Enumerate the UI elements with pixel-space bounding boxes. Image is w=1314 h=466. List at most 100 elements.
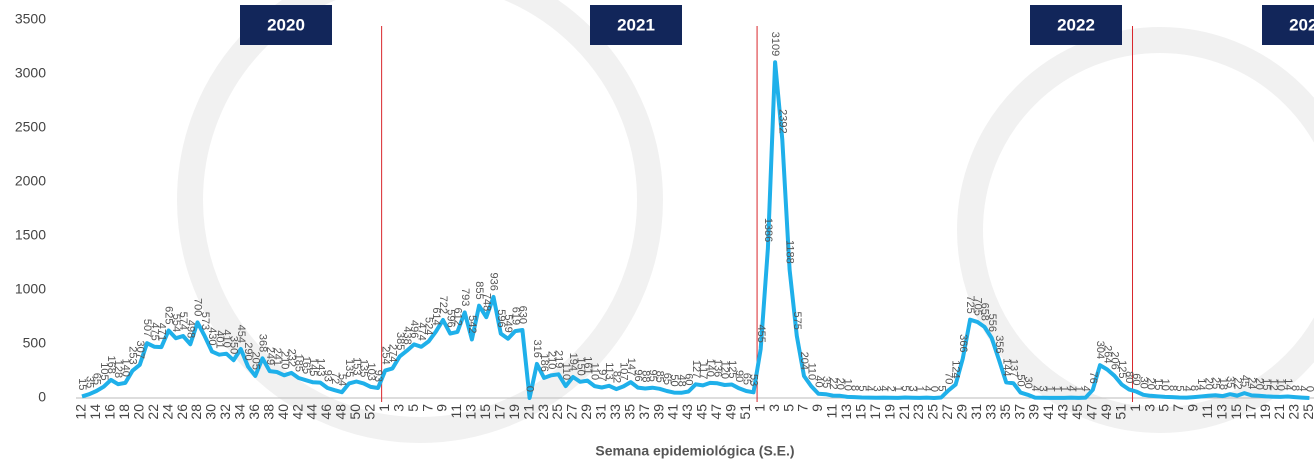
- x-tick-label: 5: [405, 404, 421, 412]
- data-label: 316: [531, 340, 543, 358]
- data-label: 3109: [769, 32, 781, 56]
- data-label: 105: [98, 362, 110, 380]
- x-tick-label: 31: [593, 404, 609, 420]
- data-label: 0: [928, 386, 940, 392]
- x-tick-label: 25: [1300, 404, 1314, 420]
- data-label: 110: [560, 363, 572, 381]
- data-label: 144: [1000, 358, 1012, 376]
- data-label: 125: [726, 360, 738, 378]
- data-label: 153: [350, 357, 362, 375]
- data-label: 113: [603, 362, 615, 380]
- x-tick-label: 13: [1213, 404, 1229, 420]
- x-tick-label: 1: [1127, 404, 1143, 412]
- x-tick-label: 21: [520, 404, 536, 420]
- data-label: 194: [567, 353, 579, 371]
- data-label: 700: [192, 298, 204, 316]
- data-label: 264: [1101, 345, 1113, 363]
- data-label: 147: [625, 358, 637, 376]
- data-label: 1: [1058, 386, 1070, 392]
- x-tick-label: 15: [1228, 404, 1244, 420]
- data-label: 254: [379, 346, 391, 364]
- data-label: 274: [387, 344, 399, 362]
- x-tick-label: 38: [260, 404, 276, 420]
- data-label: 2: [885, 386, 897, 392]
- data-label: 20: [1253, 378, 1265, 390]
- data-label: 8: [849, 385, 861, 391]
- data-label: 573: [199, 312, 211, 330]
- data-label: 22: [827, 377, 839, 389]
- data-line: [81, 60, 1310, 400]
- data-label: 705: [971, 298, 983, 316]
- data-label: 253: [127, 346, 139, 364]
- data-label: 95: [646, 369, 658, 381]
- data-label: 30: [1022, 377, 1034, 389]
- x-tick-label: 7: [795, 404, 811, 412]
- x-tick-label: 11: [1199, 404, 1215, 419]
- x-tick-label: 44: [304, 404, 320, 420]
- x-tick-label: 11: [448, 404, 464, 419]
- data-label: 24: [1246, 377, 1258, 389]
- x-tick-label: 33: [982, 404, 998, 420]
- data-label: 3: [870, 386, 882, 392]
- x-tick-label: 30: [203, 404, 219, 420]
- data-label: 12: [1267, 378, 1279, 390]
- data-label: 206: [1109, 351, 1121, 369]
- x-tick-label: 3: [1141, 404, 1157, 412]
- x-tick-label: 33: [607, 404, 623, 420]
- year-box: [1262, 5, 1314, 45]
- x-tick-label: 16: [102, 404, 118, 420]
- data-label: 50: [1015, 374, 1027, 386]
- data-label: 150: [574, 357, 586, 375]
- data-label: 15: [76, 378, 88, 390]
- data-label: 936: [488, 273, 500, 291]
- data-label: 20: [1145, 378, 1157, 390]
- data-label: 575: [791, 312, 803, 330]
- y-tick-label: 2000: [15, 173, 46, 189]
- data-label: 161: [581, 356, 593, 374]
- data-label: 4: [1296, 385, 1308, 391]
- x-tick-label: 19: [1257, 404, 1273, 420]
- data-label: 65: [91, 373, 103, 385]
- x-tick-label: 15: [852, 404, 868, 420]
- x-tick-label: 23: [910, 404, 926, 420]
- x-tick-label: 21: [896, 404, 912, 420]
- data-label: 1: [1072, 386, 1084, 392]
- data-label: 135: [343, 359, 355, 377]
- data-label: 60: [683, 373, 695, 385]
- data-label: 70: [942, 372, 954, 384]
- year-label: 2023: [1289, 15, 1314, 34]
- year-box: [240, 5, 332, 45]
- data-label: 4: [1065, 385, 1077, 391]
- data-label: 401: [213, 330, 225, 348]
- data-label: 65: [740, 373, 752, 385]
- data-label: 205: [249, 352, 261, 370]
- data-label: 127: [690, 360, 702, 378]
- x-tick-label: 42: [289, 404, 305, 420]
- data-label: 725: [964, 295, 976, 313]
- data-label: 574: [177, 312, 189, 330]
- x-tick-label: 50: [347, 404, 363, 420]
- data-label: 30: [1137, 377, 1149, 389]
- x-tick-label: 17: [491, 404, 507, 420]
- x-tick-label: 39: [1026, 404, 1042, 420]
- data-label: 140: [704, 359, 716, 377]
- data-label: 124: [950, 360, 962, 378]
- data-label: 103: [365, 363, 377, 381]
- x-tick-label: 39: [650, 404, 666, 420]
- watermark: [177, 0, 1314, 443]
- data-label: 471: [156, 323, 168, 341]
- x-tick-label: 15: [477, 404, 493, 420]
- data-label: 5: [1174, 385, 1186, 391]
- x-tick-label: 26: [174, 404, 190, 420]
- x-tick-label: 27: [564, 404, 580, 420]
- data-label: 110: [589, 363, 601, 381]
- x-tick-label: 19: [881, 404, 897, 420]
- x-tick-label: 17: [867, 404, 883, 420]
- y-tick-label: 500: [23, 335, 47, 351]
- x-tick-label: 23: [535, 404, 551, 420]
- data-label: 385: [394, 332, 406, 350]
- data-label: 186: [538, 354, 550, 372]
- data-label: 15: [1260, 378, 1272, 390]
- x-tick-label: 5: [1156, 404, 1172, 412]
- data-label: 658: [979, 303, 991, 321]
